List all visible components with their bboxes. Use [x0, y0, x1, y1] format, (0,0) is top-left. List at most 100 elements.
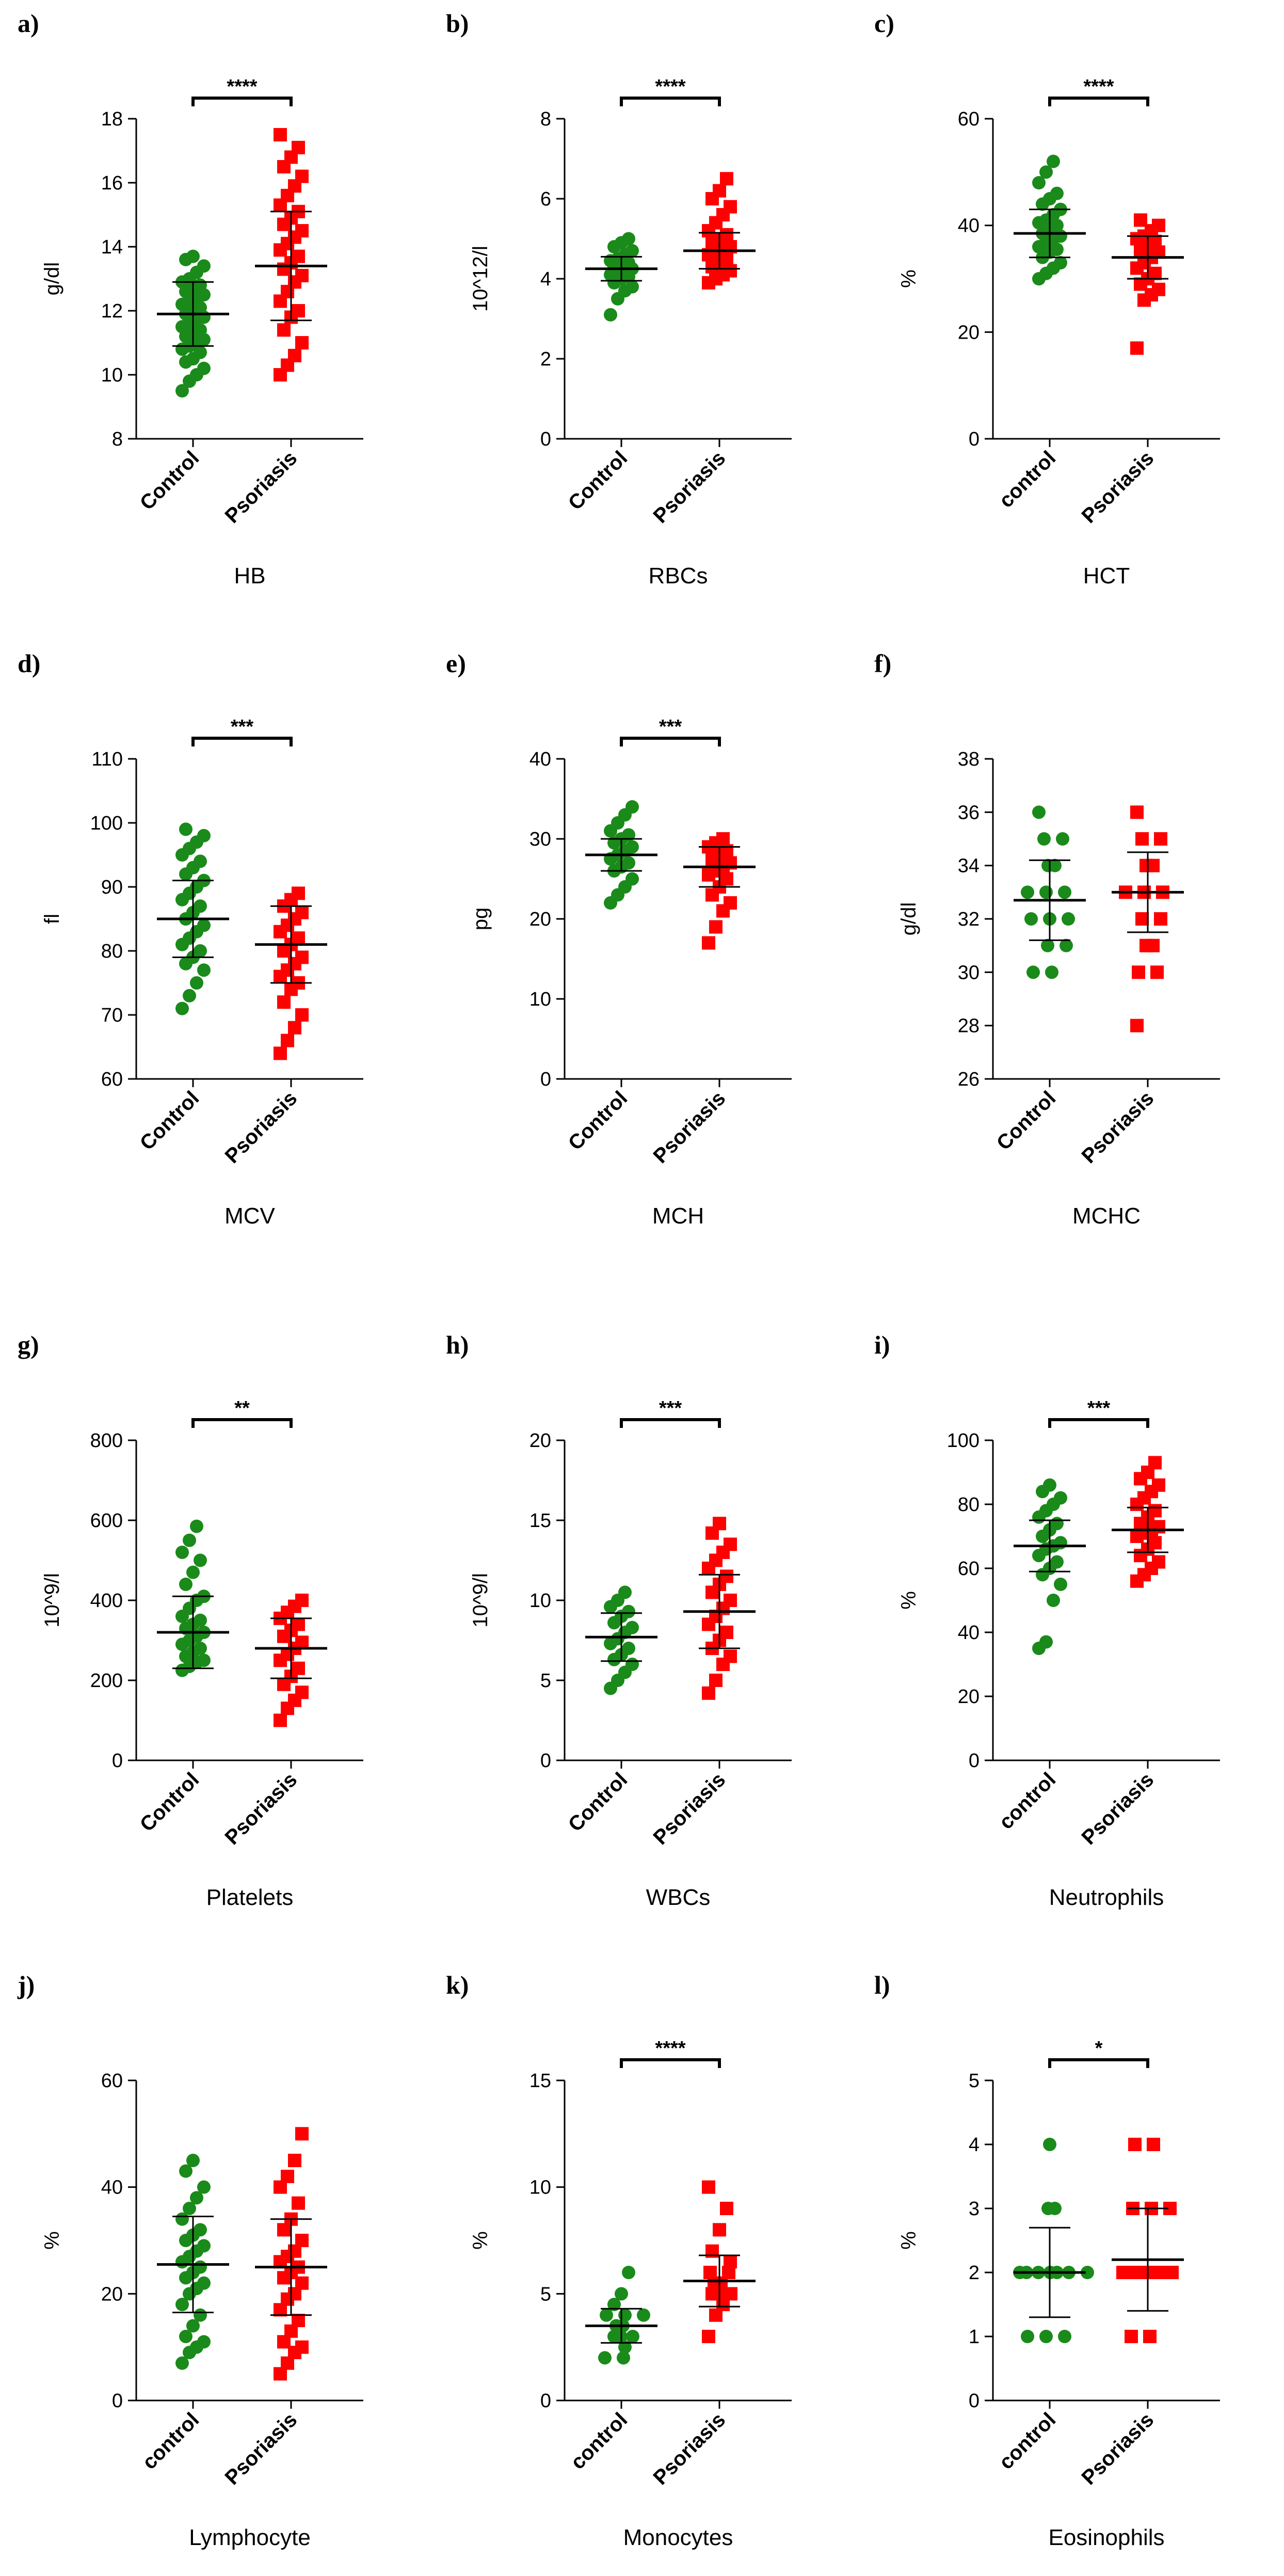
data-point-control — [604, 308, 617, 322]
panel-letter: a) — [18, 9, 39, 38]
data-point-psoriasis — [295, 905, 309, 919]
data-point-psoriasis — [1147, 2138, 1160, 2151]
x-category-label: control — [138, 2408, 203, 2474]
data-point-control — [1054, 1536, 1067, 1550]
y-tick-label: 0 — [112, 1750, 123, 1772]
y-axis-label: fl — [41, 914, 63, 924]
y-tick-label: 40 — [529, 749, 551, 770]
data-point-psoriasis — [292, 2196, 305, 2210]
y-tick-label: 8 — [540, 108, 551, 130]
data-point-psoriasis — [720, 2202, 733, 2215]
data-point-control — [625, 1658, 639, 1671]
data-point-psoriasis — [295, 2340, 309, 2354]
panel-letter: c) — [874, 9, 894, 38]
y-tick-label: 0 — [969, 428, 980, 450]
data-point-control — [194, 1553, 207, 1567]
data-point-control — [194, 944, 207, 958]
data-point-psoriasis — [1130, 1019, 1144, 1032]
significance-bracket — [620, 1418, 721, 1428]
y-tick-label: 40 — [101, 2177, 123, 2199]
y-tick-label: 600 — [90, 1510, 123, 1532]
data-point-psoriasis — [1132, 965, 1145, 979]
data-point-control — [1050, 186, 1064, 200]
chart-svg: 0 200 400 600 800 10^9/l Control Psoriasis Plate… — [41, 1397, 363, 1910]
y-tick-label: 90 — [101, 877, 123, 898]
data-point-control — [194, 899, 207, 913]
data-point-psoriasis — [295, 2127, 309, 2141]
y-tick-label: 0 — [969, 1750, 980, 1772]
data-point-control — [1047, 1594, 1060, 1607]
data-point-control — [618, 1585, 632, 1599]
data-point-control — [598, 2351, 612, 2365]
chart-title: RBCs — [649, 563, 708, 589]
data-point-control — [1041, 858, 1055, 872]
data-point-psoriasis — [288, 2154, 301, 2167]
y-tick-label: 0 — [540, 1750, 551, 1772]
data-point-psoriasis — [295, 1635, 309, 1649]
x-category-label: Control — [992, 1087, 1061, 1155]
y-axis-label: % — [897, 2231, 920, 2250]
x-category-label: Psoriasis — [649, 1768, 730, 1849]
y-tick-label: 5 — [540, 2283, 551, 2305]
data-point-psoriasis — [713, 184, 726, 198]
y-tick-label: 80 — [958, 1494, 980, 1516]
data-point-control — [1021, 885, 1034, 899]
chart-title: MCV — [224, 1203, 275, 1229]
data-point-psoriasis — [295, 1685, 309, 1699]
x-category-label: Control — [136, 1768, 204, 1836]
data-point-psoriasis — [1139, 858, 1153, 872]
data-point-psoriasis — [703, 2266, 717, 2279]
data-point-control — [1037, 832, 1051, 846]
data-point-control — [197, 2335, 211, 2349]
panel-letter: g) — [18, 1330, 39, 1359]
x-category-label: Control — [564, 1768, 632, 1836]
data-point-control — [183, 989, 196, 1003]
y-tick-label: 200 — [90, 1670, 123, 1692]
data-point-psoriasis — [1152, 218, 1165, 232]
y-tick-label: 3 — [969, 2198, 980, 2220]
y-tick-label: 0 — [540, 428, 551, 450]
data-point-control — [179, 2164, 192, 2178]
y-tick-label: 70 — [101, 1005, 123, 1026]
chart-svg: 0 20 40 60 80 100% control Psoriasis Neutrophils… — [897, 1397, 1220, 1910]
x-category-label: Control — [136, 1087, 204, 1155]
data-point-control — [1039, 1635, 1053, 1649]
y-axis-label: g/dl — [897, 902, 920, 936]
data-point-control — [1032, 176, 1046, 189]
data-point-control — [637, 2308, 650, 2322]
y-axis-label: 10^9/l — [469, 1573, 492, 1628]
data-point-psoriasis — [292, 140, 305, 154]
chart-panel-wbcs: h) 0 5 10 15 20 10^9/l Control Psoriasis WBCs *** — [430, 1327, 858, 1936]
data-point-psoriasis — [292, 2314, 305, 2327]
y-tick-label: 4 — [969, 2134, 980, 2156]
y-tick-label: 10 — [529, 989, 551, 1010]
panel-letter: l) — [874, 1970, 890, 1999]
data-point-psoriasis — [702, 2180, 715, 2194]
x-category-label: Psoriasis — [649, 447, 730, 528]
data-point-control — [622, 1642, 635, 1655]
significance-bracket — [1048, 97, 1149, 106]
y-tick-label: 20 — [101, 2283, 123, 2305]
x-category-label: Psoriasis — [1077, 1087, 1158, 1168]
data-point-control — [607, 2330, 621, 2343]
data-point-psoriasis — [295, 1008, 309, 1022]
data-point-psoriasis — [1152, 1478, 1165, 1492]
data-point-psoriasis — [1143, 2330, 1157, 2343]
chart-svg: 0 2 4 6 8 10^12/l Control Psoriasis RBCs **** — [469, 76, 792, 589]
data-point-psoriasis — [724, 2255, 737, 2269]
data-point-psoriasis — [1128, 2266, 1142, 2279]
data-point-psoriasis — [277, 323, 291, 337]
data-point-control — [1050, 243, 1064, 257]
data-point-control — [600, 2308, 613, 2322]
y-tick-label: 0 — [112, 2390, 123, 2412]
y-tick-label: 36 — [958, 802, 980, 823]
chart-svg: 0 5 10 15% control Psoriasis Monocytes **** — [469, 2038, 792, 2550]
data-point-control — [1026, 965, 1040, 979]
chart-panel-hb: a) 8 10 12 14 16 18 g/dl Control Psoriasis HB **** — [2, 5, 429, 614]
data-point-control — [625, 800, 639, 814]
data-point-psoriasis — [713, 2223, 726, 2237]
chart-panel-rbcs: b) 0 2 4 6 8 10^12/l Control Psoriasis RBCs **** — [430, 5, 858, 614]
chart-title: WBCs — [646, 1885, 711, 1910]
data-point-control — [1054, 1491, 1067, 1505]
